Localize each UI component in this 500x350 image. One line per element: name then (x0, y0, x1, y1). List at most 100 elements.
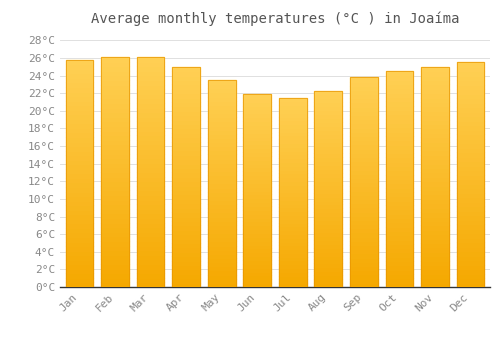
Bar (244, 218, 271, 222)
Bar (314, 181, 342, 185)
Bar (421, 230, 449, 234)
Bar (421, 106, 449, 111)
Bar (456, 282, 484, 287)
Bar (208, 241, 236, 246)
Bar (101, 57, 129, 287)
Bar (137, 57, 164, 287)
Bar (421, 159, 449, 164)
Bar (208, 134, 236, 138)
Bar (66, 96, 94, 100)
Bar (66, 196, 94, 201)
Bar (101, 103, 129, 108)
Bar (66, 150, 94, 155)
Bar (314, 275, 342, 279)
Bar (172, 137, 200, 142)
Bar (172, 282, 200, 287)
Bar (456, 89, 484, 94)
Bar (350, 245, 378, 249)
Bar (279, 185, 306, 189)
Bar (172, 256, 200, 260)
Bar (314, 193, 342, 197)
Bar (350, 145, 378, 149)
Bar (208, 150, 236, 154)
Bar (244, 283, 271, 287)
Bar (208, 237, 236, 241)
Bar (208, 250, 236, 254)
Bar (101, 66, 129, 71)
Bar (101, 232, 129, 236)
Bar (101, 227, 129, 232)
Bar (279, 268, 306, 272)
Bar (66, 146, 94, 150)
Bar (101, 181, 129, 186)
Bar (421, 67, 449, 287)
Bar (101, 195, 129, 199)
Bar (456, 229, 484, 233)
Bar (350, 153, 378, 157)
Bar (279, 223, 306, 226)
Bar (279, 117, 306, 120)
Bar (208, 233, 236, 237)
Bar (314, 169, 342, 173)
Bar (208, 183, 236, 188)
Bar (101, 241, 129, 246)
Bar (456, 265, 484, 269)
Bar (279, 241, 306, 245)
Bar (279, 150, 306, 154)
Bar (101, 62, 129, 66)
Bar (279, 272, 306, 276)
Bar (101, 154, 129, 158)
Bar (386, 71, 413, 76)
Bar (350, 161, 378, 166)
Bar (244, 272, 271, 275)
Bar (386, 235, 413, 239)
Bar (386, 283, 413, 287)
Bar (421, 221, 449, 225)
Bar (66, 223, 94, 228)
Bar (208, 221, 236, 225)
Bar (66, 91, 94, 96)
Bar (66, 191, 94, 196)
Bar (421, 186, 449, 190)
Bar (421, 137, 449, 142)
Bar (279, 226, 306, 230)
Bar (350, 224, 378, 228)
Bar (279, 98, 306, 287)
Bar (172, 67, 200, 287)
Bar (456, 157, 484, 161)
Bar (172, 168, 200, 173)
Bar (314, 118, 342, 122)
Bar (421, 190, 449, 195)
Bar (279, 219, 306, 223)
Bar (279, 105, 306, 109)
Bar (208, 217, 236, 221)
Bar (386, 153, 413, 158)
Bar (350, 115, 378, 119)
Bar (244, 210, 271, 214)
Bar (244, 268, 271, 272)
Bar (314, 94, 342, 98)
Bar (101, 145, 129, 149)
Bar (386, 132, 413, 136)
Bar (244, 98, 271, 102)
Bar (456, 112, 484, 116)
Bar (350, 253, 378, 258)
Bar (66, 264, 94, 269)
Bar (350, 211, 378, 216)
Bar (421, 256, 449, 260)
Bar (137, 80, 164, 85)
Bar (137, 246, 164, 250)
Bar (386, 149, 413, 153)
Bar (456, 71, 484, 76)
Bar (101, 223, 129, 227)
Bar (172, 212, 200, 217)
Bar (137, 232, 164, 236)
Bar (137, 85, 164, 89)
Bar (208, 171, 236, 175)
Bar (172, 203, 200, 208)
Bar (350, 124, 378, 128)
Bar (314, 165, 342, 169)
Bar (172, 190, 200, 195)
Bar (279, 139, 306, 143)
Bar (350, 166, 378, 170)
